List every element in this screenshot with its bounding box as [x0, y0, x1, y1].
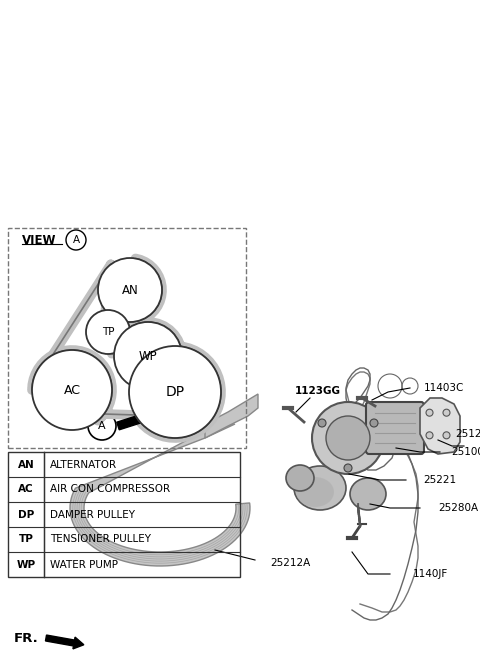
- Circle shape: [443, 409, 450, 416]
- Circle shape: [426, 432, 433, 439]
- Circle shape: [86, 310, 130, 354]
- Text: 25212A: 25212A: [270, 558, 310, 568]
- Text: 25221: 25221: [423, 475, 456, 485]
- Circle shape: [370, 419, 378, 427]
- Circle shape: [344, 464, 352, 472]
- Circle shape: [98, 258, 162, 322]
- Text: ALTERNATOR: ALTERNATOR: [50, 459, 117, 470]
- Circle shape: [318, 419, 326, 427]
- Circle shape: [114, 322, 182, 390]
- Text: WP: WP: [139, 350, 157, 363]
- Text: TENSIONER PULLEY: TENSIONER PULLEY: [50, 535, 151, 544]
- Text: DAMPER PULLEY: DAMPER PULLEY: [50, 510, 135, 520]
- Text: 1140JF: 1140JF: [412, 569, 448, 579]
- FancyArrow shape: [46, 635, 84, 649]
- Polygon shape: [70, 418, 250, 566]
- Text: 25124: 25124: [456, 429, 480, 439]
- Text: TP: TP: [19, 535, 34, 544]
- Text: AC: AC: [18, 485, 34, 495]
- Circle shape: [443, 432, 450, 439]
- Text: DP: DP: [166, 385, 185, 399]
- Ellipse shape: [294, 466, 346, 510]
- Text: WATER PUMP: WATER PUMP: [50, 560, 118, 569]
- Text: AIR CON COMPRESSOR: AIR CON COMPRESSOR: [50, 485, 170, 495]
- Circle shape: [312, 402, 384, 474]
- Text: AC: AC: [63, 384, 81, 396]
- Text: AN: AN: [121, 283, 138, 297]
- Text: WP: WP: [16, 560, 36, 569]
- Text: 11403C: 11403C: [424, 383, 464, 393]
- Ellipse shape: [350, 478, 386, 510]
- Text: VIEW: VIEW: [22, 234, 57, 247]
- Circle shape: [32, 350, 112, 430]
- Ellipse shape: [286, 465, 314, 491]
- Text: DP: DP: [18, 510, 34, 520]
- Text: TP: TP: [102, 327, 114, 337]
- Text: 25100: 25100: [452, 447, 480, 457]
- Text: A: A: [98, 421, 106, 431]
- Circle shape: [326, 416, 370, 460]
- Text: A: A: [72, 235, 80, 245]
- Ellipse shape: [296, 477, 334, 507]
- Polygon shape: [205, 394, 258, 438]
- Polygon shape: [420, 398, 460, 454]
- Text: 25280A: 25280A: [438, 503, 478, 513]
- Circle shape: [129, 346, 221, 438]
- FancyBboxPatch shape: [366, 402, 424, 454]
- Circle shape: [426, 409, 433, 416]
- Text: 1123GG: 1123GG: [295, 386, 341, 396]
- Text: AN: AN: [18, 459, 35, 470]
- Text: FR.: FR.: [14, 632, 39, 644]
- FancyArrow shape: [117, 411, 153, 430]
